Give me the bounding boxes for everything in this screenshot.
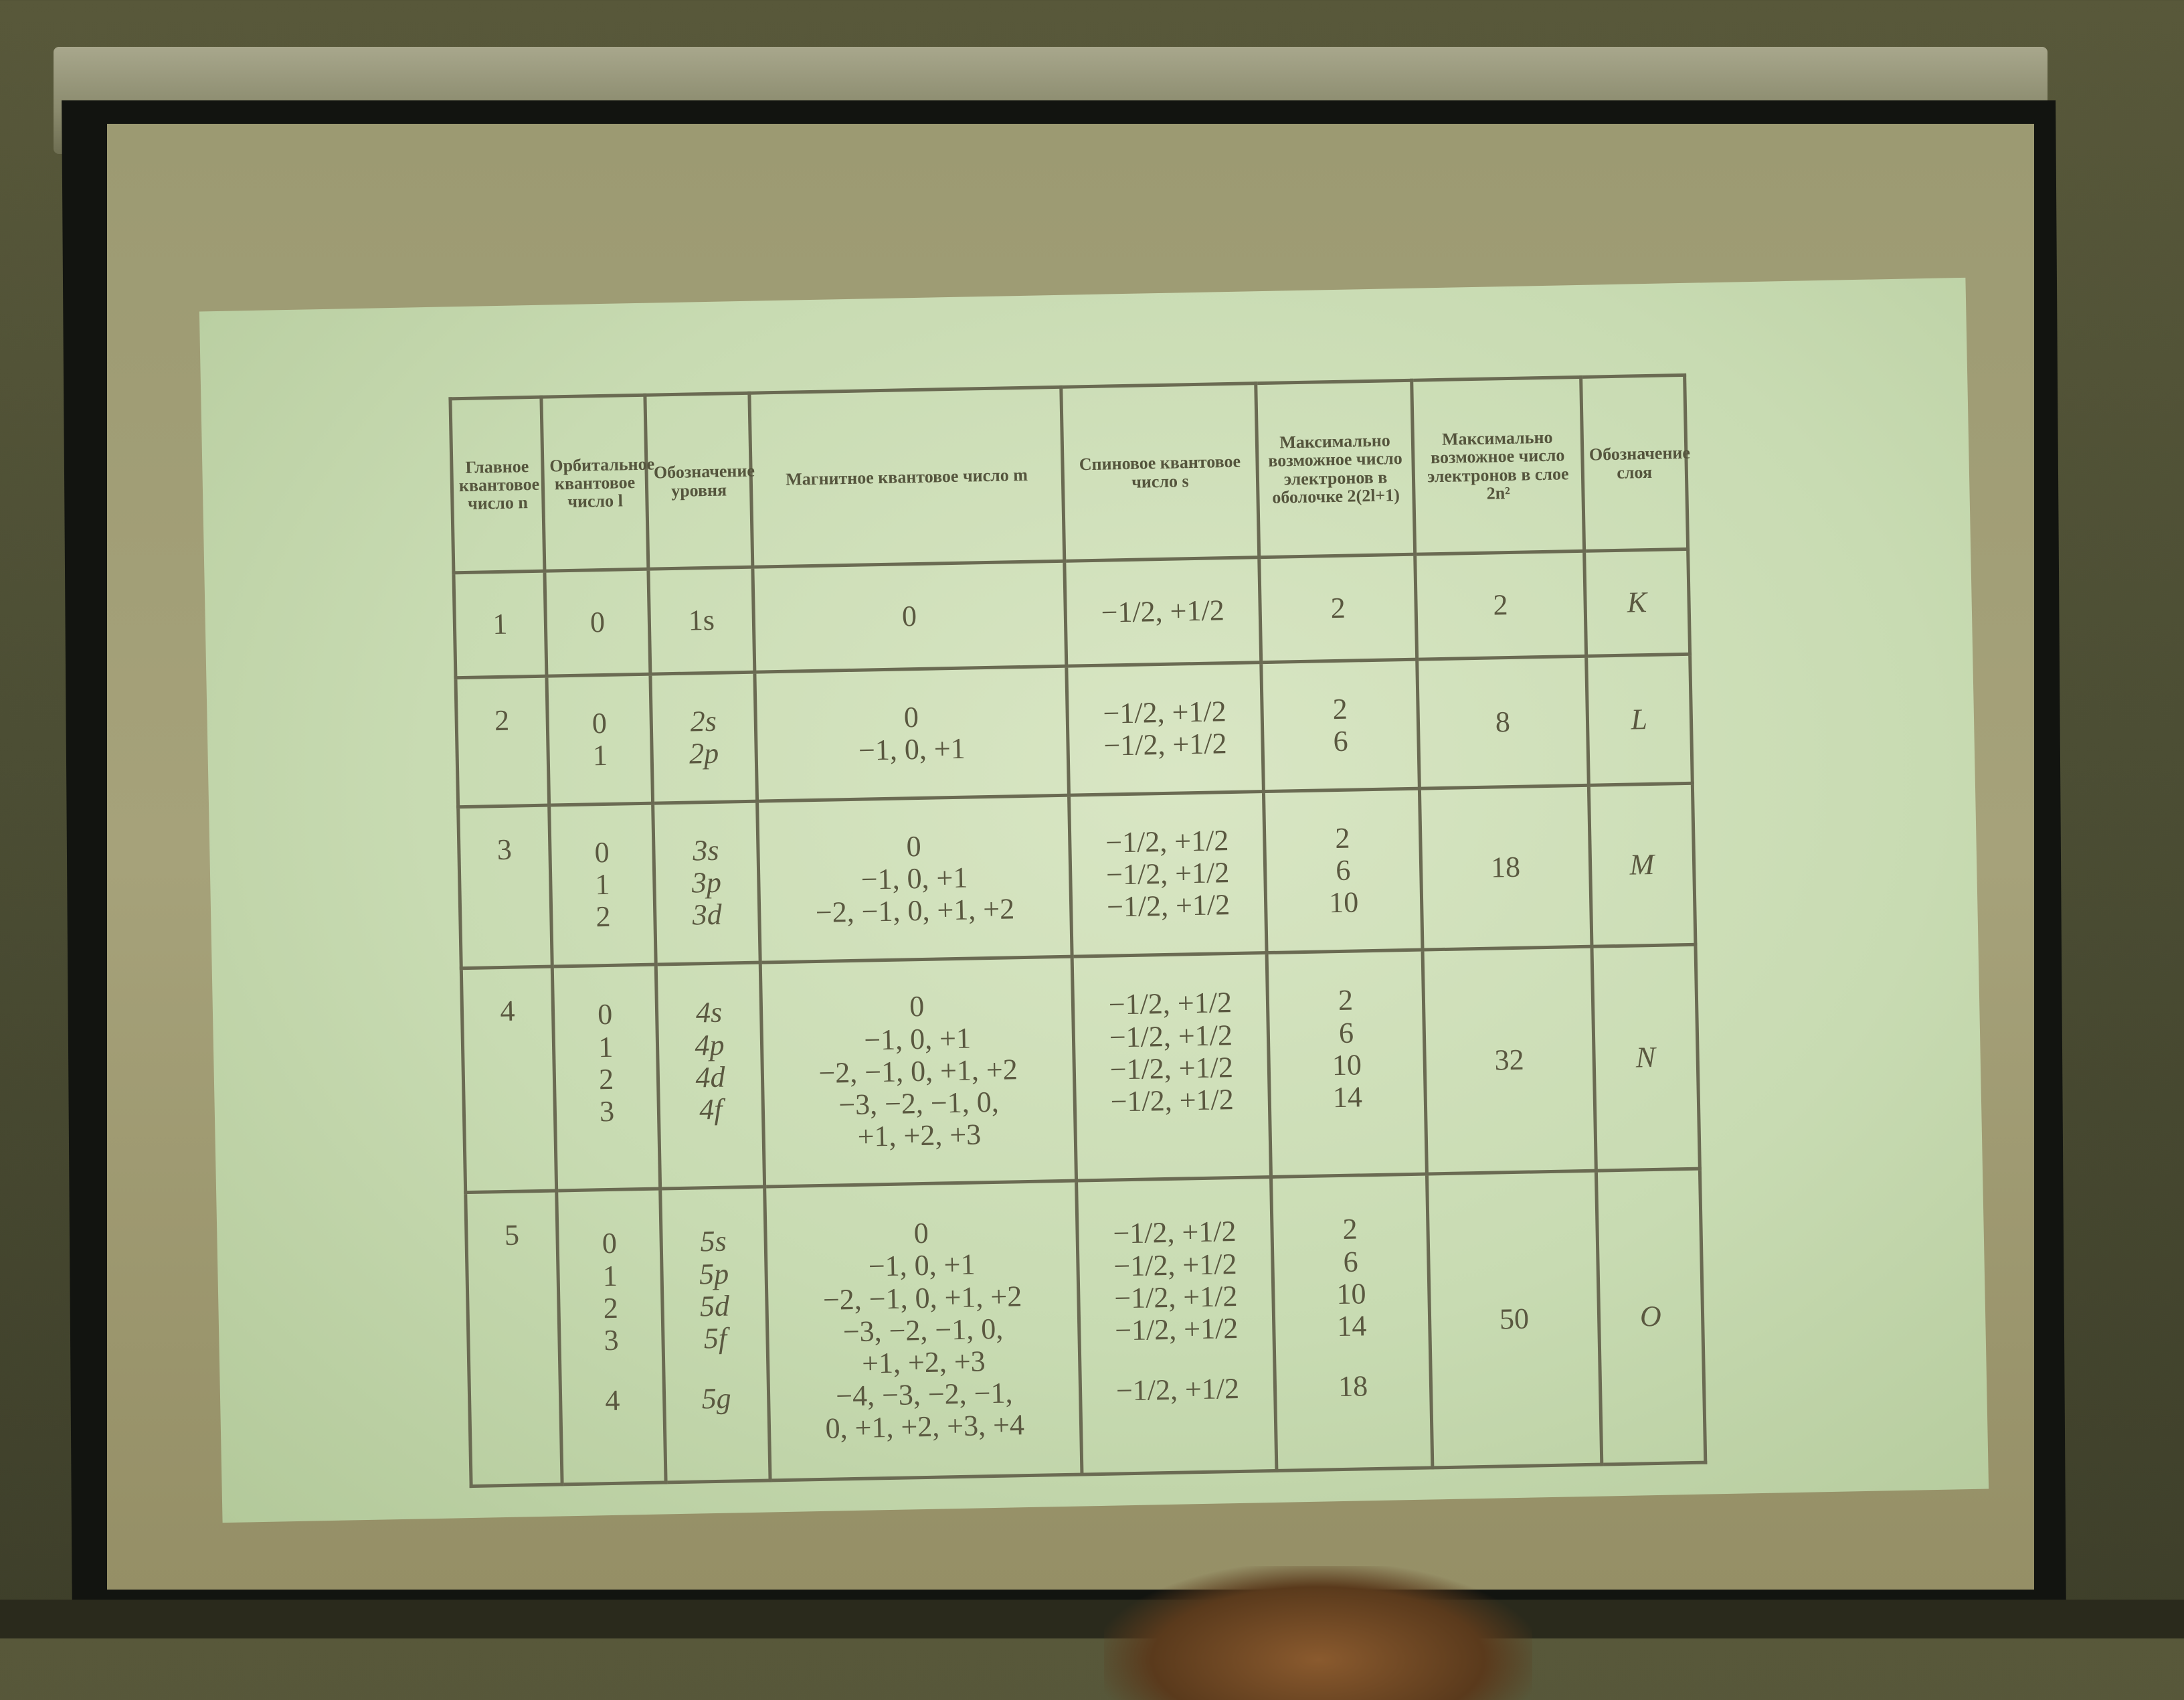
cell-layer: M [1588,783,1696,947]
cell-layer-max: 8 [1417,656,1588,789]
header-m: Магнитное квантовое число m [749,387,1065,568]
cell-level: 4s 4p 4d 4f [656,962,765,1189]
cell-level: 2s 2p [650,672,757,804]
header-s: Спиновое квантовое число s [1061,383,1259,562]
cell-layer: L [1586,654,1693,786]
cell-shell-max: 2 6 10 [1263,788,1423,953]
cell-n: 2 [455,676,549,808]
cell-s: −1/2, +1/2 −1/2, +1/2 −1/2, +1/2 −1/2, +1/2… [1076,1177,1277,1475]
cell-shell-max: 2 6 10 14 18 [1271,1173,1433,1471]
cell-layer: N [1591,944,1700,1171]
header-layer: Обозначение слоя [1580,375,1690,551]
cell-shell-max: 2 [1259,554,1417,663]
screen-bottom-edge [0,1600,2184,1638]
cell-s: −1/2, +1/2 −1/2, +1/2 −1/2, +1/2 [1069,791,1267,957]
cell-m: 0 −1, 0, +1 −2, −1, 0, +1, +2 −3, −2, −1, 0… [764,1180,1082,1480]
header-l: Орбитальное квантовое число l [541,395,654,572]
quantum-numbers-table-wrap: Главное квантовое число n Орбитальное кв… [448,373,1707,1488]
cell-layer-max: 18 [1419,785,1592,950]
header-n: Главное квантовое число n [450,397,545,573]
quantum-numbers-table: Главное квантовое число n Орбитальное кв… [448,373,1707,1488]
header-level: Обозначение уровня [645,393,755,570]
cell-layer: O [1595,1168,1706,1465]
cell-level: 3s 3p 3d [652,801,760,965]
cell-n: 1 [453,571,547,678]
cell-layer-max: 2 [1415,551,1586,660]
cell-s: −1/2, +1/2 −1/2, +1/2 [1066,662,1264,796]
header-layer-max: Максимально возможное число электронов в… [1411,377,1584,555]
header-shell-max: Максимально возможное число электронов в… [1255,380,1415,558]
audience-head [1104,1566,1532,1700]
cell-m: 0 −1, 0, +1 −2, −1, 0, +1, +2 −3, −2, −1, 0… [759,956,1077,1187]
cell-s: −1/2, +1/2 −1/2, +1/2 −1/2, +1/2 −1/2, +1/2 [1071,952,1271,1181]
cell-n: 4 [461,966,557,1193]
cell-m: 0 −1, 0, +1 [754,666,1069,802]
projector-screen-surface: Главное квантовое число n Орбитальное кв… [107,124,2034,1590]
cell-layer-max: 50 [1427,1170,1602,1468]
cell-l: 0 [544,569,651,677]
cell-level: 5s 5p 5d 5f 5g [660,1186,770,1482]
cell-m: 0 −1, 0, +1 −2, −1, 0, +1, +2 [757,795,1072,963]
cell-s: −1/2, +1/2 [1064,557,1261,667]
cell-shell-max: 2 6 10 14 [1267,950,1427,1177]
cell-level: 1s [648,567,755,675]
cell-layer: K [1584,549,1690,657]
projected-slide: Главное квантовое число n Орбитальное кв… [199,277,1989,1523]
cell-n: 3 [458,805,553,968]
cell-m: 0 [752,561,1067,673]
cell-n: 5 [465,1190,563,1486]
table-header-row: Главное квантовое число n Орбитальное кв… [450,375,1690,573]
cell-layer-max: 32 [1423,946,1596,1174]
